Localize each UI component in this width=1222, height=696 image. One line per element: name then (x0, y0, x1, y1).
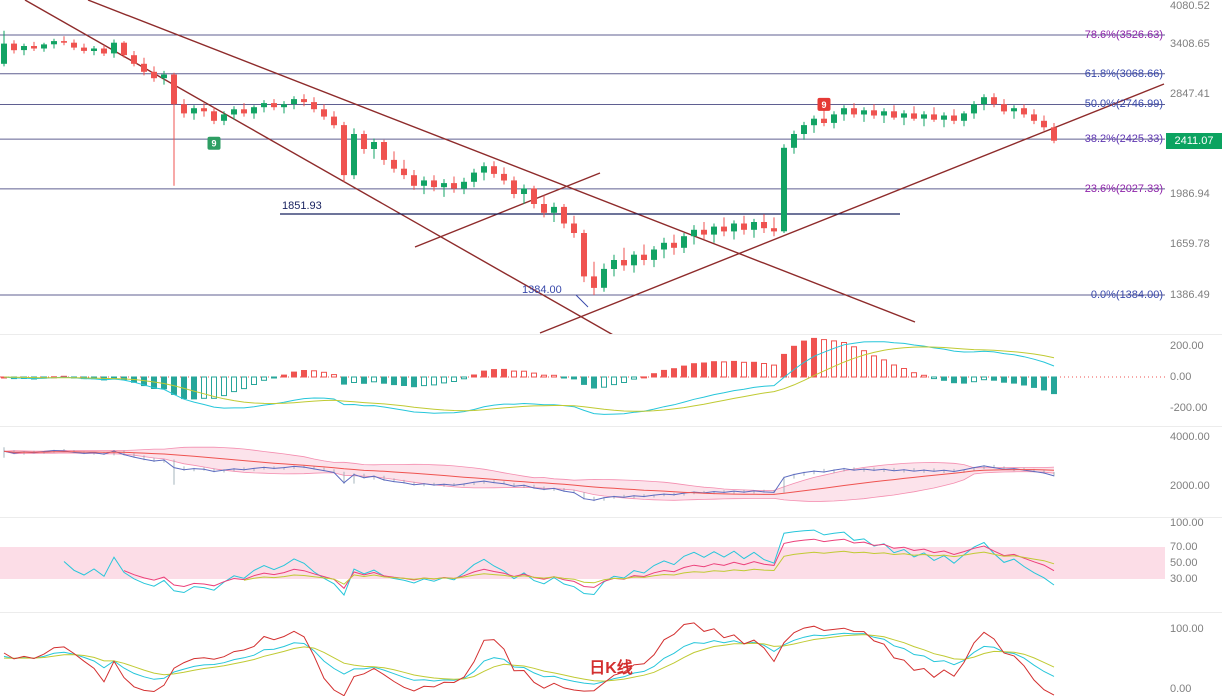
td-sequential-9-marker (207, 136, 221, 150)
ma-band-panel[interactable] (0, 427, 1222, 518)
macd-panel[interactable] (0, 334, 1222, 427)
td-sequential-9-marker (817, 97, 831, 111)
svg-text:9: 9 (211, 139, 216, 149)
main-chart-panel[interactable] (0, 0, 1222, 334)
low-price-annotation: 1384.00 (522, 284, 562, 296)
period-label: 日K线 (589, 660, 633, 677)
svg-text:9: 9 (821, 100, 826, 110)
current-price-badge: 2411.07 (1166, 133, 1222, 149)
rsi-panel[interactable] (0, 518, 1222, 613)
support-price-annotation: 1851.93 (282, 200, 322, 212)
